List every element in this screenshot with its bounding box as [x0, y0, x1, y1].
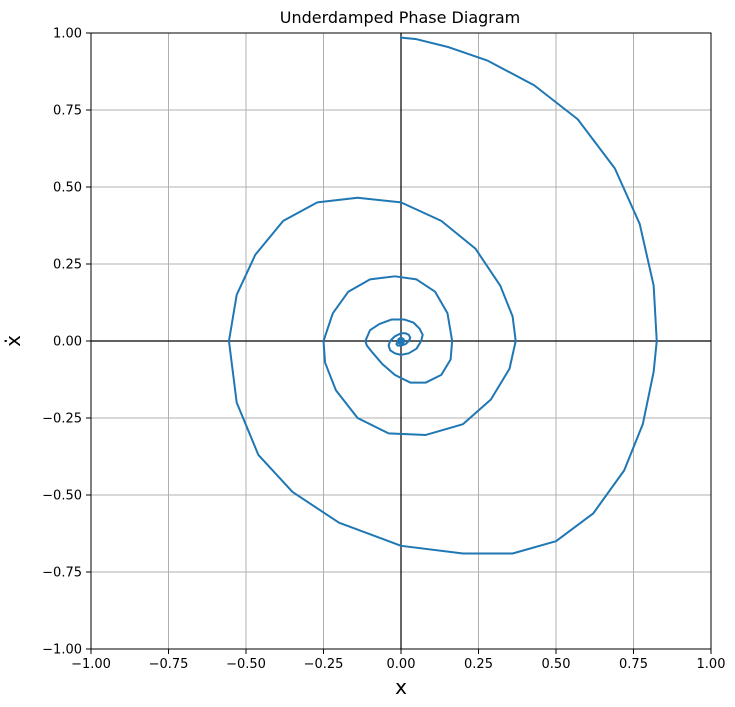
x-tick-label: 0.75 [619, 657, 648, 672]
x-tick-label: 0.00 [387, 657, 416, 672]
y-tick-label: −0.50 [42, 489, 82, 504]
chart-title: Underdamped Phase Diagram [280, 8, 521, 27]
x-tick-label: 0.25 [464, 657, 493, 672]
y-tick-label: −1.00 [42, 643, 82, 658]
x-tick-label: 0.50 [542, 657, 571, 672]
series-line-0 [227, 36, 658, 555]
y-tick-label: 0.25 [53, 258, 82, 273]
series-layer [227, 36, 658, 555]
x-tick-label: −0.75 [149, 657, 189, 672]
y-tick-label: 0.75 [53, 104, 82, 119]
y-tick-label: 1.00 [53, 27, 82, 42]
y-tick-label: −0.25 [42, 412, 82, 427]
x-axis-label: x [395, 675, 407, 699]
tick-layer: −1.00 −0.75 −0.50 −0.25 0.00 0.25 0.50 0.75 1.00… [42, 27, 725, 673]
y-tick-label: 0.00 [53, 335, 82, 350]
x-tick-label: −0.25 [304, 657, 344, 672]
x-tick-label: 1.00 [697, 657, 726, 672]
y-tick-label: −0.75 [42, 566, 82, 581]
x-tick-label: −1.00 [71, 657, 111, 672]
series-center-point [397, 337, 405, 345]
y-axis-label: ẋ [1, 335, 25, 347]
y-tick-label: 0.50 [53, 181, 82, 196]
x-tick-label: −0.50 [226, 657, 266, 672]
